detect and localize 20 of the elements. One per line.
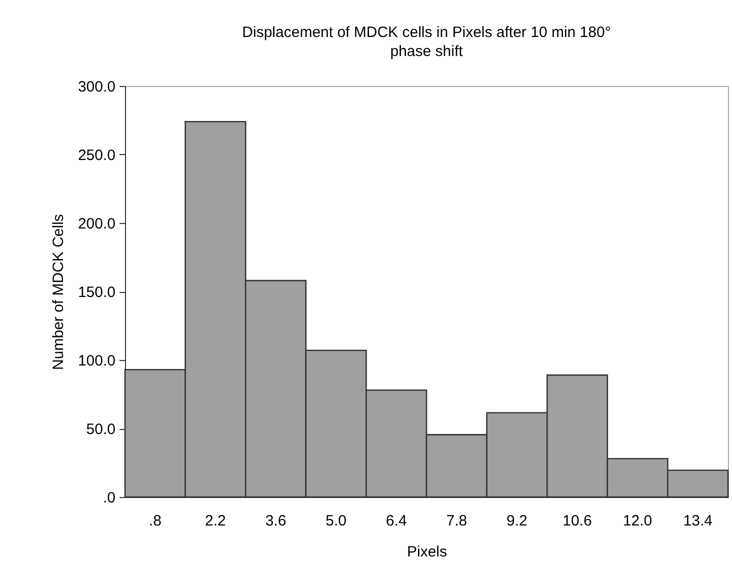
y-tick-label: .0	[102, 490, 116, 506]
y-tick-label: 250.0	[78, 147, 116, 164]
x-tick-label: 13.4	[683, 512, 712, 530]
x-tick-label: 2.2	[205, 512, 226, 530]
x-tick-label: 12.0	[622, 512, 652, 530]
x-tick-label: 3.6	[265, 512, 286, 530]
y-tick-label: 300.0	[78, 78, 116, 96]
x-tick-label: .8	[148, 512, 162, 530]
y-tick-label: 200.0	[78, 216, 116, 232]
x-tick-label: 7.8	[446, 512, 468, 530]
y-tick-label: 50.0	[86, 421, 116, 438]
x-tick-label: 9.2	[506, 512, 528, 530]
y-tick-label: 100.0	[78, 352, 116, 370]
x-tick-label: 10.6	[562, 512, 592, 530]
x-tick-label: 5.0	[326, 512, 346, 530]
chart-title: Displacement of MDCK cells in Pixels after 10 min 180° phase shift	[242, 24, 611, 60]
x-tick-label: 6.4	[386, 512, 407, 530]
y-axis-title: Number of MDCK Cells	[50, 214, 67, 370]
y-tick-label: 150.0	[78, 284, 116, 301]
x-axis-title: Pixels	[406, 544, 448, 560]
